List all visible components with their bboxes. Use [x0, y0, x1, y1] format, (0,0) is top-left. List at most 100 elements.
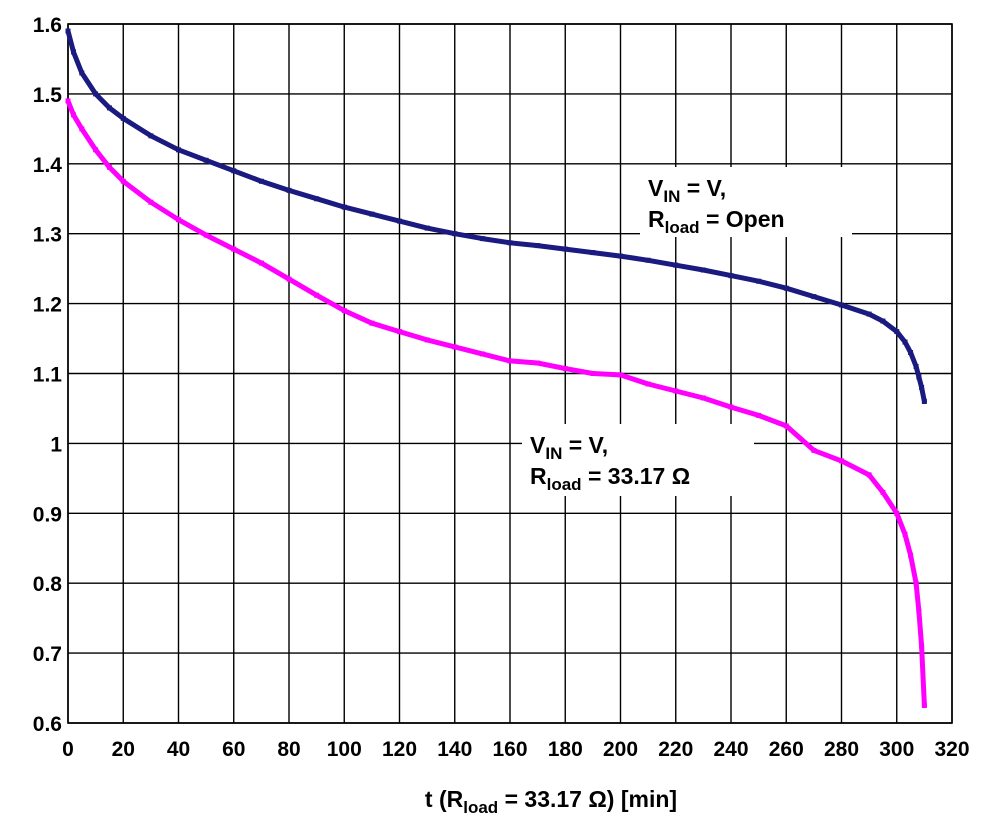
series-1-point-22 — [590, 371, 596, 376]
series-0-point-20 — [535, 243, 541, 249]
series-0-point-12 — [314, 196, 320, 202]
series-0-point-27 — [728, 273, 734, 279]
y-tick-label-0: 0.6 — [33, 713, 62, 736]
series-1-point-17 — [452, 344, 458, 350]
series-0-point-3 — [93, 91, 99, 97]
series-1-point-32 — [866, 472, 872, 478]
series-1-point-36 — [908, 552, 914, 558]
series-1-point-15 — [397, 329, 402, 335]
y-tick-label-8: 1.4 — [33, 154, 63, 177]
series-1-point-10 — [258, 260, 264, 266]
series-1-point-3 — [93, 147, 99, 153]
series-1-point-18 — [479, 351, 485, 357]
series-1-point-12 — [314, 292, 320, 298]
x-tick-label-12: 240 — [713, 738, 748, 761]
series-1-point-9 — [231, 246, 237, 252]
series-0-point-5 — [120, 115, 126, 121]
x-tick-label-15: 300 — [879, 738, 914, 761]
series-0-point-6 — [148, 133, 154, 139]
series-1-point-19 — [507, 358, 513, 364]
y-tick-label-4: 1 — [50, 433, 62, 456]
series-1-point-25 — [673, 388, 679, 394]
series-1-point-31 — [839, 458, 844, 464]
series-1-point-8 — [203, 232, 209, 238]
series-1-point-4 — [106, 164, 112, 170]
series-1-point-34 — [894, 510, 900, 516]
series-0-point-33 — [880, 318, 886, 324]
series-0-point-15 — [397, 218, 402, 224]
y-tick-label-6: 1.2 — [33, 294, 62, 317]
series-1-point-21 — [562, 366, 568, 372]
series-0-point-24 — [645, 257, 651, 263]
series-0-point-18 — [479, 236, 485, 242]
series-layer — [65, 28, 927, 709]
series-0-point-32 — [866, 311, 872, 317]
annotation-bg-0 — [640, 167, 852, 237]
series-0-point-17 — [452, 231, 458, 237]
series-1-point-30 — [811, 447, 817, 453]
x-tick-label-3: 60 — [222, 738, 245, 761]
series-1-point-7 — [176, 217, 181, 223]
x-tick-label-6: 120 — [382, 738, 417, 761]
series-1-point-26 — [700, 395, 706, 401]
x-tick-label-0: 0 — [62, 738, 74, 761]
series-1-point-20 — [535, 360, 541, 366]
series-0-point-2 — [79, 70, 85, 76]
series-0-point-7 — [176, 147, 181, 153]
series-1-point-6 — [148, 199, 154, 205]
series-1-point-24 — [645, 381, 651, 387]
y-tick-label-10: 1.6 — [33, 14, 62, 37]
series-1-point-40 — [921, 703, 927, 709]
series-1-point-1 — [71, 112, 77, 118]
series-0-point-39 — [919, 384, 925, 390]
series-0-point-25 — [673, 262, 679, 268]
series-0-point-4 — [106, 105, 112, 111]
x-tick-label-4: 80 — [277, 738, 300, 761]
series-1-point-23 — [618, 372, 623, 378]
series-1-point-37 — [913, 580, 919, 586]
series-0-point-10 — [258, 178, 264, 184]
series-1-point-2 — [79, 126, 85, 132]
annotation-0-line-0: VIN = V, — [648, 175, 726, 206]
series-1-point-28 — [756, 412, 762, 418]
series-1-point-27 — [728, 404, 734, 410]
annotation-1-line-0: VIN = V, — [530, 432, 608, 463]
series-0-point-35 — [902, 339, 908, 345]
x-tick-label-11: 220 — [658, 738, 693, 761]
series-1-point-11 — [286, 276, 292, 282]
x-tick-label-8: 160 — [492, 738, 527, 761]
series-1-point-13 — [341, 308, 347, 314]
series-0-point-1 — [71, 49, 77, 55]
series-1-point-5 — [120, 178, 126, 184]
series-1-point-33 — [880, 489, 886, 495]
x-tick-label-13: 260 — [769, 738, 804, 761]
series-0-point-30 — [811, 294, 817, 300]
series-1-point-0 — [65, 98, 71, 104]
series-1-point-14 — [369, 320, 375, 326]
y-tick-label-1: 0.7 — [33, 643, 62, 666]
x-tick-label-16: 320 — [934, 738, 969, 761]
series-0-point-19 — [507, 240, 513, 246]
tick-labels: 0 20 40 60 80 100 120 140 160 180 200 220 240 260 280 3… — [33, 14, 970, 761]
series-1-point-29 — [783, 423, 789, 429]
plot-frame — [67, 23, 953, 724]
y-tick-label-2: 0.8 — [33, 573, 63, 596]
series-0-point-38 — [916, 374, 922, 380]
series-1-point-16 — [424, 337, 430, 343]
series-0-point-34 — [894, 329, 900, 335]
series-0-point-36 — [908, 350, 914, 356]
series-0-point-40 — [921, 398, 927, 404]
series-1-point-38 — [916, 608, 922, 614]
series-0-point-8 — [203, 157, 209, 163]
series-0-point-29 — [783, 285, 789, 291]
series-0-point-9 — [231, 168, 237, 174]
annotation-bg-1 — [522, 424, 754, 496]
x-tick-label-14: 280 — [824, 738, 859, 761]
series-0-point-31 — [839, 302, 844, 308]
x-tick-label-9: 180 — [548, 738, 583, 761]
series-0-point-0 — [65, 28, 71, 34]
y-tick-label-3: 0.9 — [33, 503, 62, 526]
series-0-point-22 — [590, 250, 596, 256]
